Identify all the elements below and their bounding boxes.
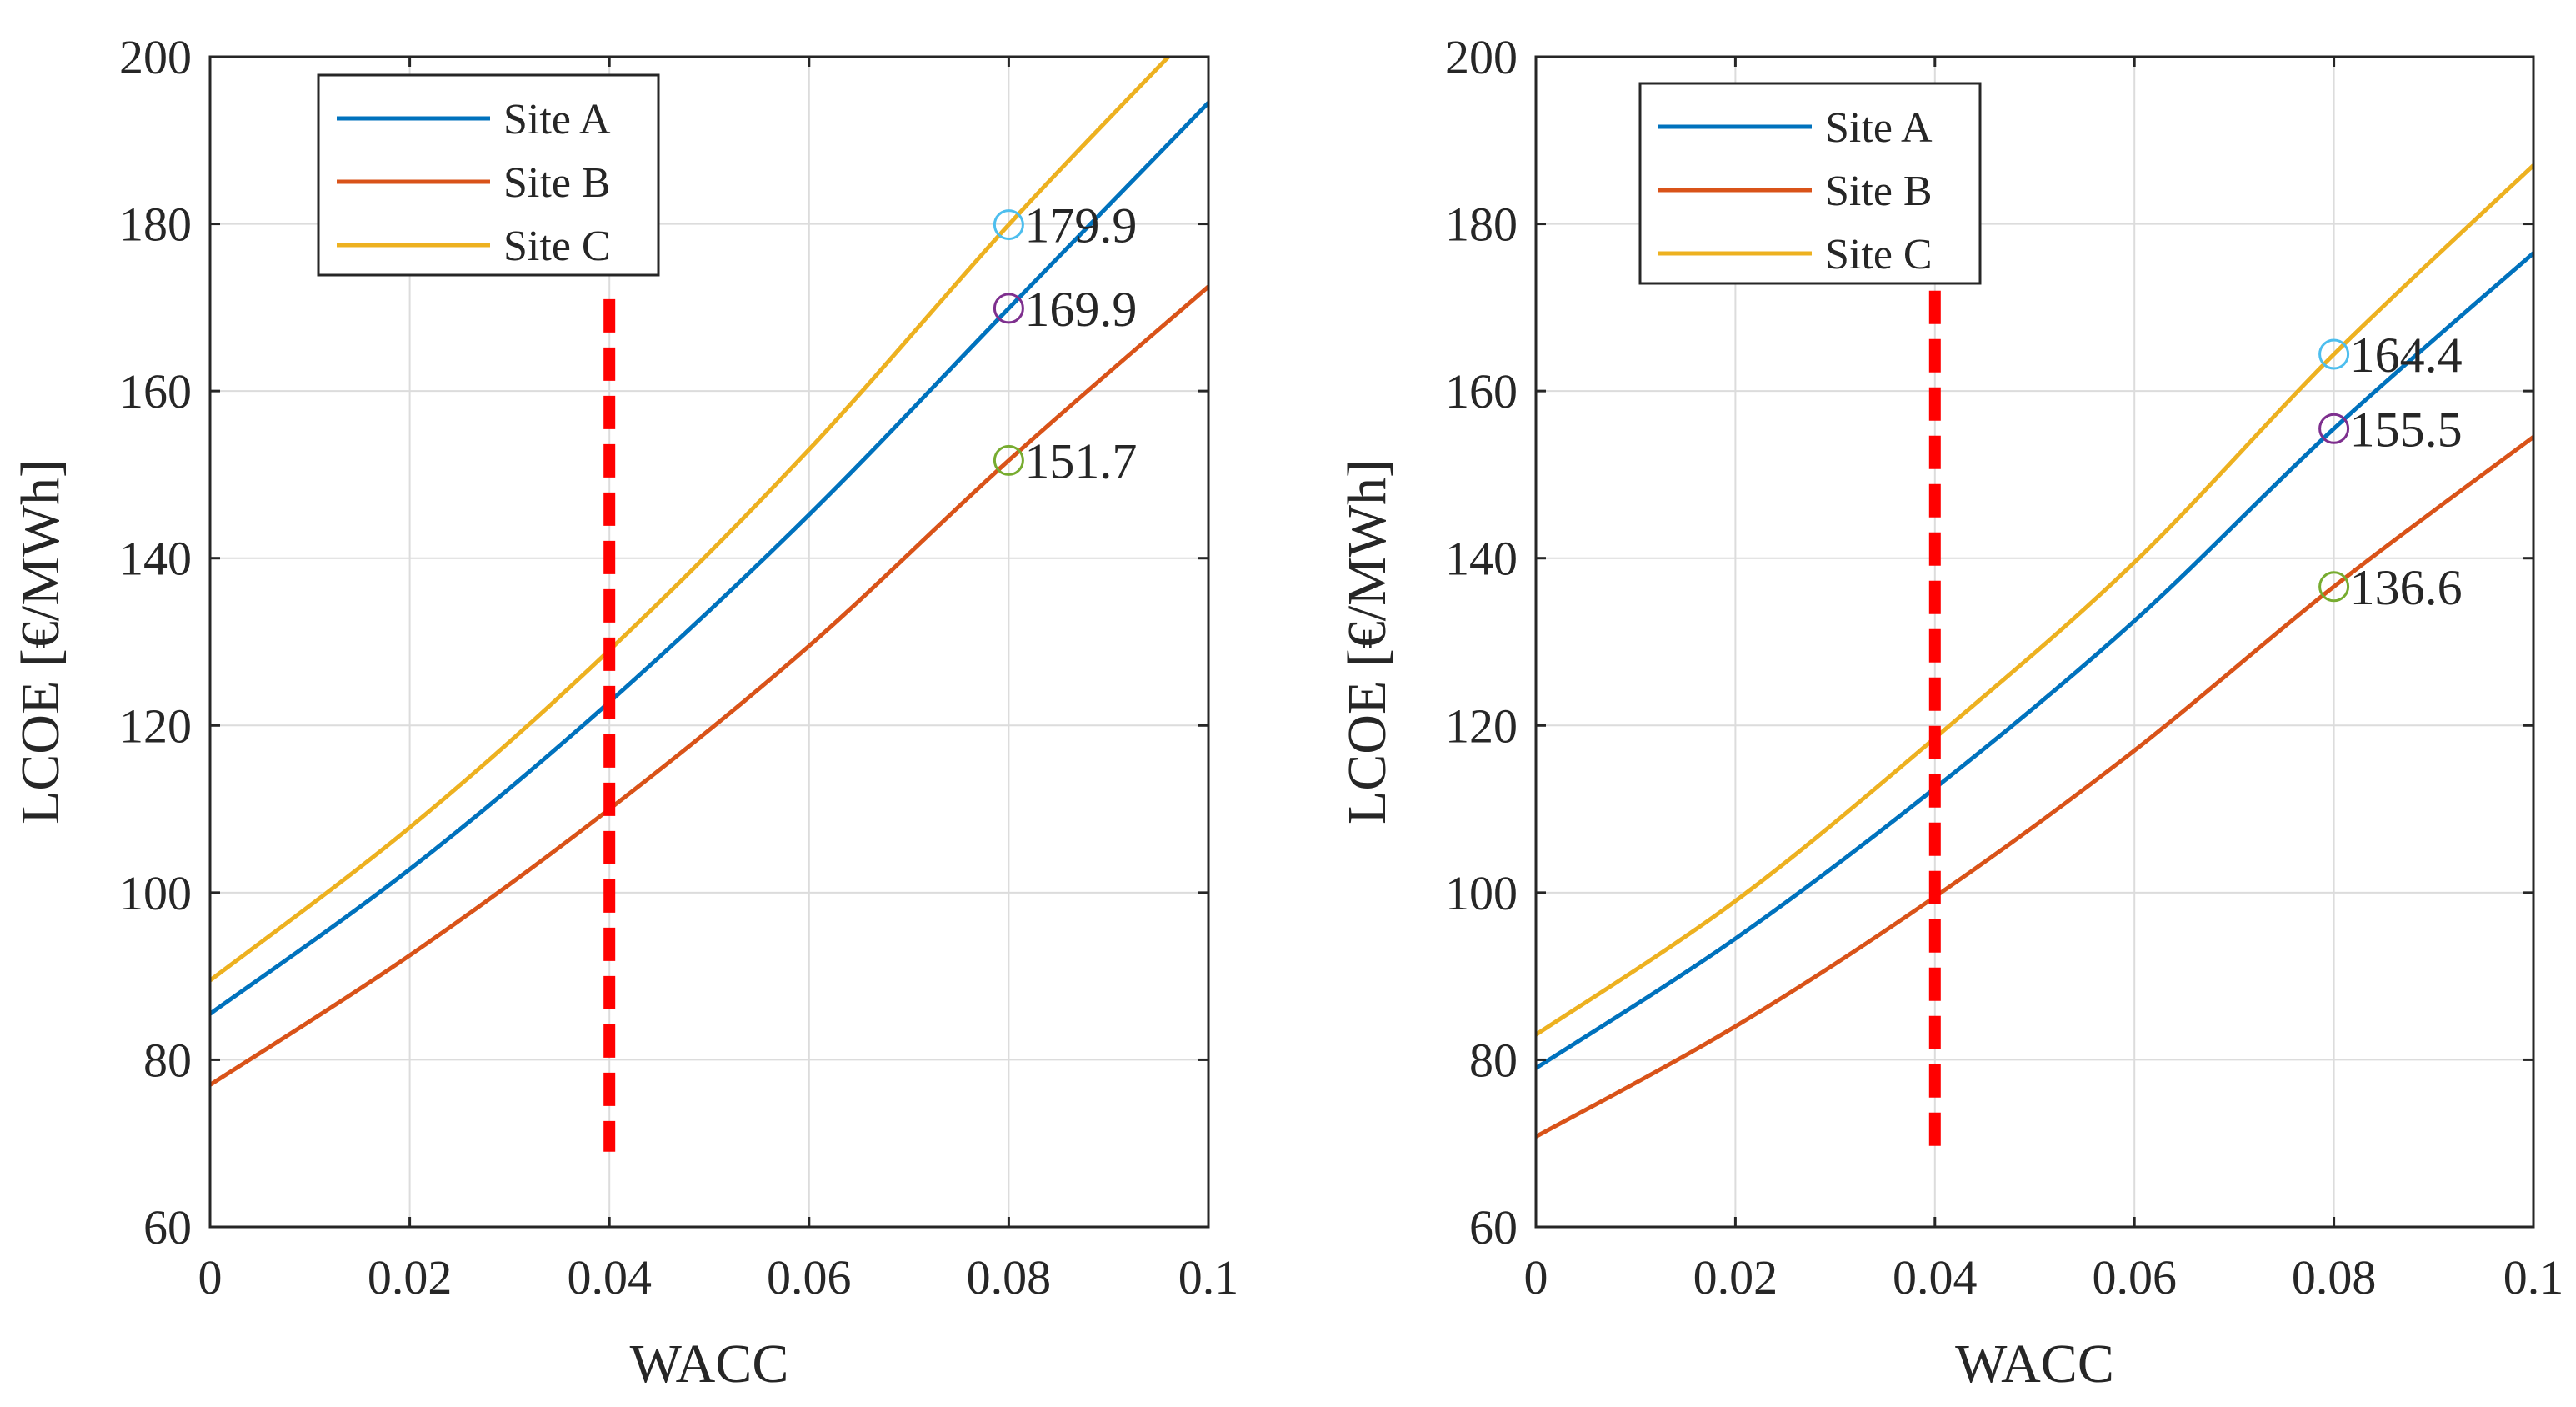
x-tick-label: 0.04	[567, 1250, 652, 1304]
legend: Site A Site B Site C	[1638, 82, 1982, 285]
x-tick-label: 0.06	[2092, 1250, 2177, 1304]
legend-label: Site A	[1825, 104, 1933, 152]
annotation-label: 151.7	[1024, 433, 1137, 488]
series-line-site-b	[1536, 435, 2533, 1139]
x-tick-label: 0.08	[2292, 1250, 2377, 1304]
series-line-site-c	[1536, 163, 2533, 1037]
y-tick-label: 180	[1445, 198, 1518, 252]
annotation-marker	[993, 209, 1024, 241]
y-tick-label: 160	[119, 364, 192, 418]
legend-label: Site A	[503, 96, 611, 143]
x-tick-label: 0.04	[1893, 1250, 1978, 1304]
annotation-label: 155.5	[2350, 402, 2463, 457]
legend-box	[1638, 82, 1982, 285]
y-tick-label: 140	[119, 532, 192, 586]
x-tick-label: 0.1	[1178, 1250, 1239, 1304]
annotation-label: 179.9	[1024, 198, 1137, 253]
y-tick-label: 120	[1445, 698, 1518, 753]
annotation-label: 136.6	[2350, 560, 2463, 615]
y-tick-label: 60	[1469, 1200, 1518, 1254]
x-tick-label: 0.08	[967, 1250, 1052, 1304]
annotation-marker	[993, 444, 1024, 476]
y-tick-label: 200	[1445, 30, 1518, 84]
series-line-site-c	[210, 57, 1170, 983]
y-tick-label: 80	[1469, 1033, 1518, 1087]
x-tick-label: 0.02	[1693, 1250, 1778, 1304]
axes-box	[208, 55, 1210, 1229]
x-tick-label: 0	[1524, 1250, 1548, 1304]
y-tick-label: 160	[1445, 364, 1518, 418]
x-tick-label: 0.06	[767, 1250, 852, 1304]
legend: Site A Site B Site C	[317, 73, 660, 277]
series-line-site-b	[210, 284, 1208, 1087]
y-tick-label: 200	[119, 30, 192, 84]
annotation-marker	[2318, 338, 2350, 370]
x-tick-label: 0	[198, 1250, 223, 1304]
legend-label: Site C	[503, 223, 611, 270]
legend-label: Site C	[1825, 231, 1933, 278]
y-axis-title: LCOE [€/MWh]	[1337, 459, 1398, 824]
legend-label: Site B	[503, 159, 611, 207]
y-tick-label: 140	[1445, 532, 1518, 586]
y-tick-label: 100	[1445, 866, 1518, 920]
series-line-site-a	[1536, 251, 2533, 1070]
annotation-marker	[2318, 571, 2350, 603]
y-axis-title: LCOE [€/MWh]	[10, 459, 71, 824]
left-chart-panel: 179.9 169.9 151.7 0 0.02 0.04 0.06 0.08 0.1 60 80 1…	[10, 30, 1238, 1394]
legend-box	[317, 73, 660, 277]
annotation-marker	[993, 293, 1024, 324]
y-tick-label: 80	[143, 1033, 192, 1087]
y-tick-label: 120	[119, 698, 192, 753]
x-axis-title: WACC	[1955, 1334, 2114, 1394]
annotation-label: 164.4	[2350, 328, 2463, 383]
annotation-marker	[2318, 413, 2350, 444]
x-axis-title: WACC	[630, 1334, 789, 1394]
axes-box	[1534, 55, 2535, 1229]
annotation-label: 169.9	[1024, 282, 1137, 337]
series-line-site-a	[210, 101, 1208, 1016]
x-tick-label: 0.1	[2503, 1250, 2564, 1304]
y-tick-label: 100	[119, 866, 192, 920]
x-tick-label: 0.02	[368, 1250, 453, 1304]
y-tick-label: 60	[143, 1200, 192, 1254]
legend-label: Site B	[1825, 168, 1933, 215]
y-tick-label: 180	[119, 198, 192, 252]
right-chart-panel: 164.4 155.5 136.6 0 0.02 0.04 0.06 0.08 0.1 60 80 1…	[1337, 30, 2563, 1394]
